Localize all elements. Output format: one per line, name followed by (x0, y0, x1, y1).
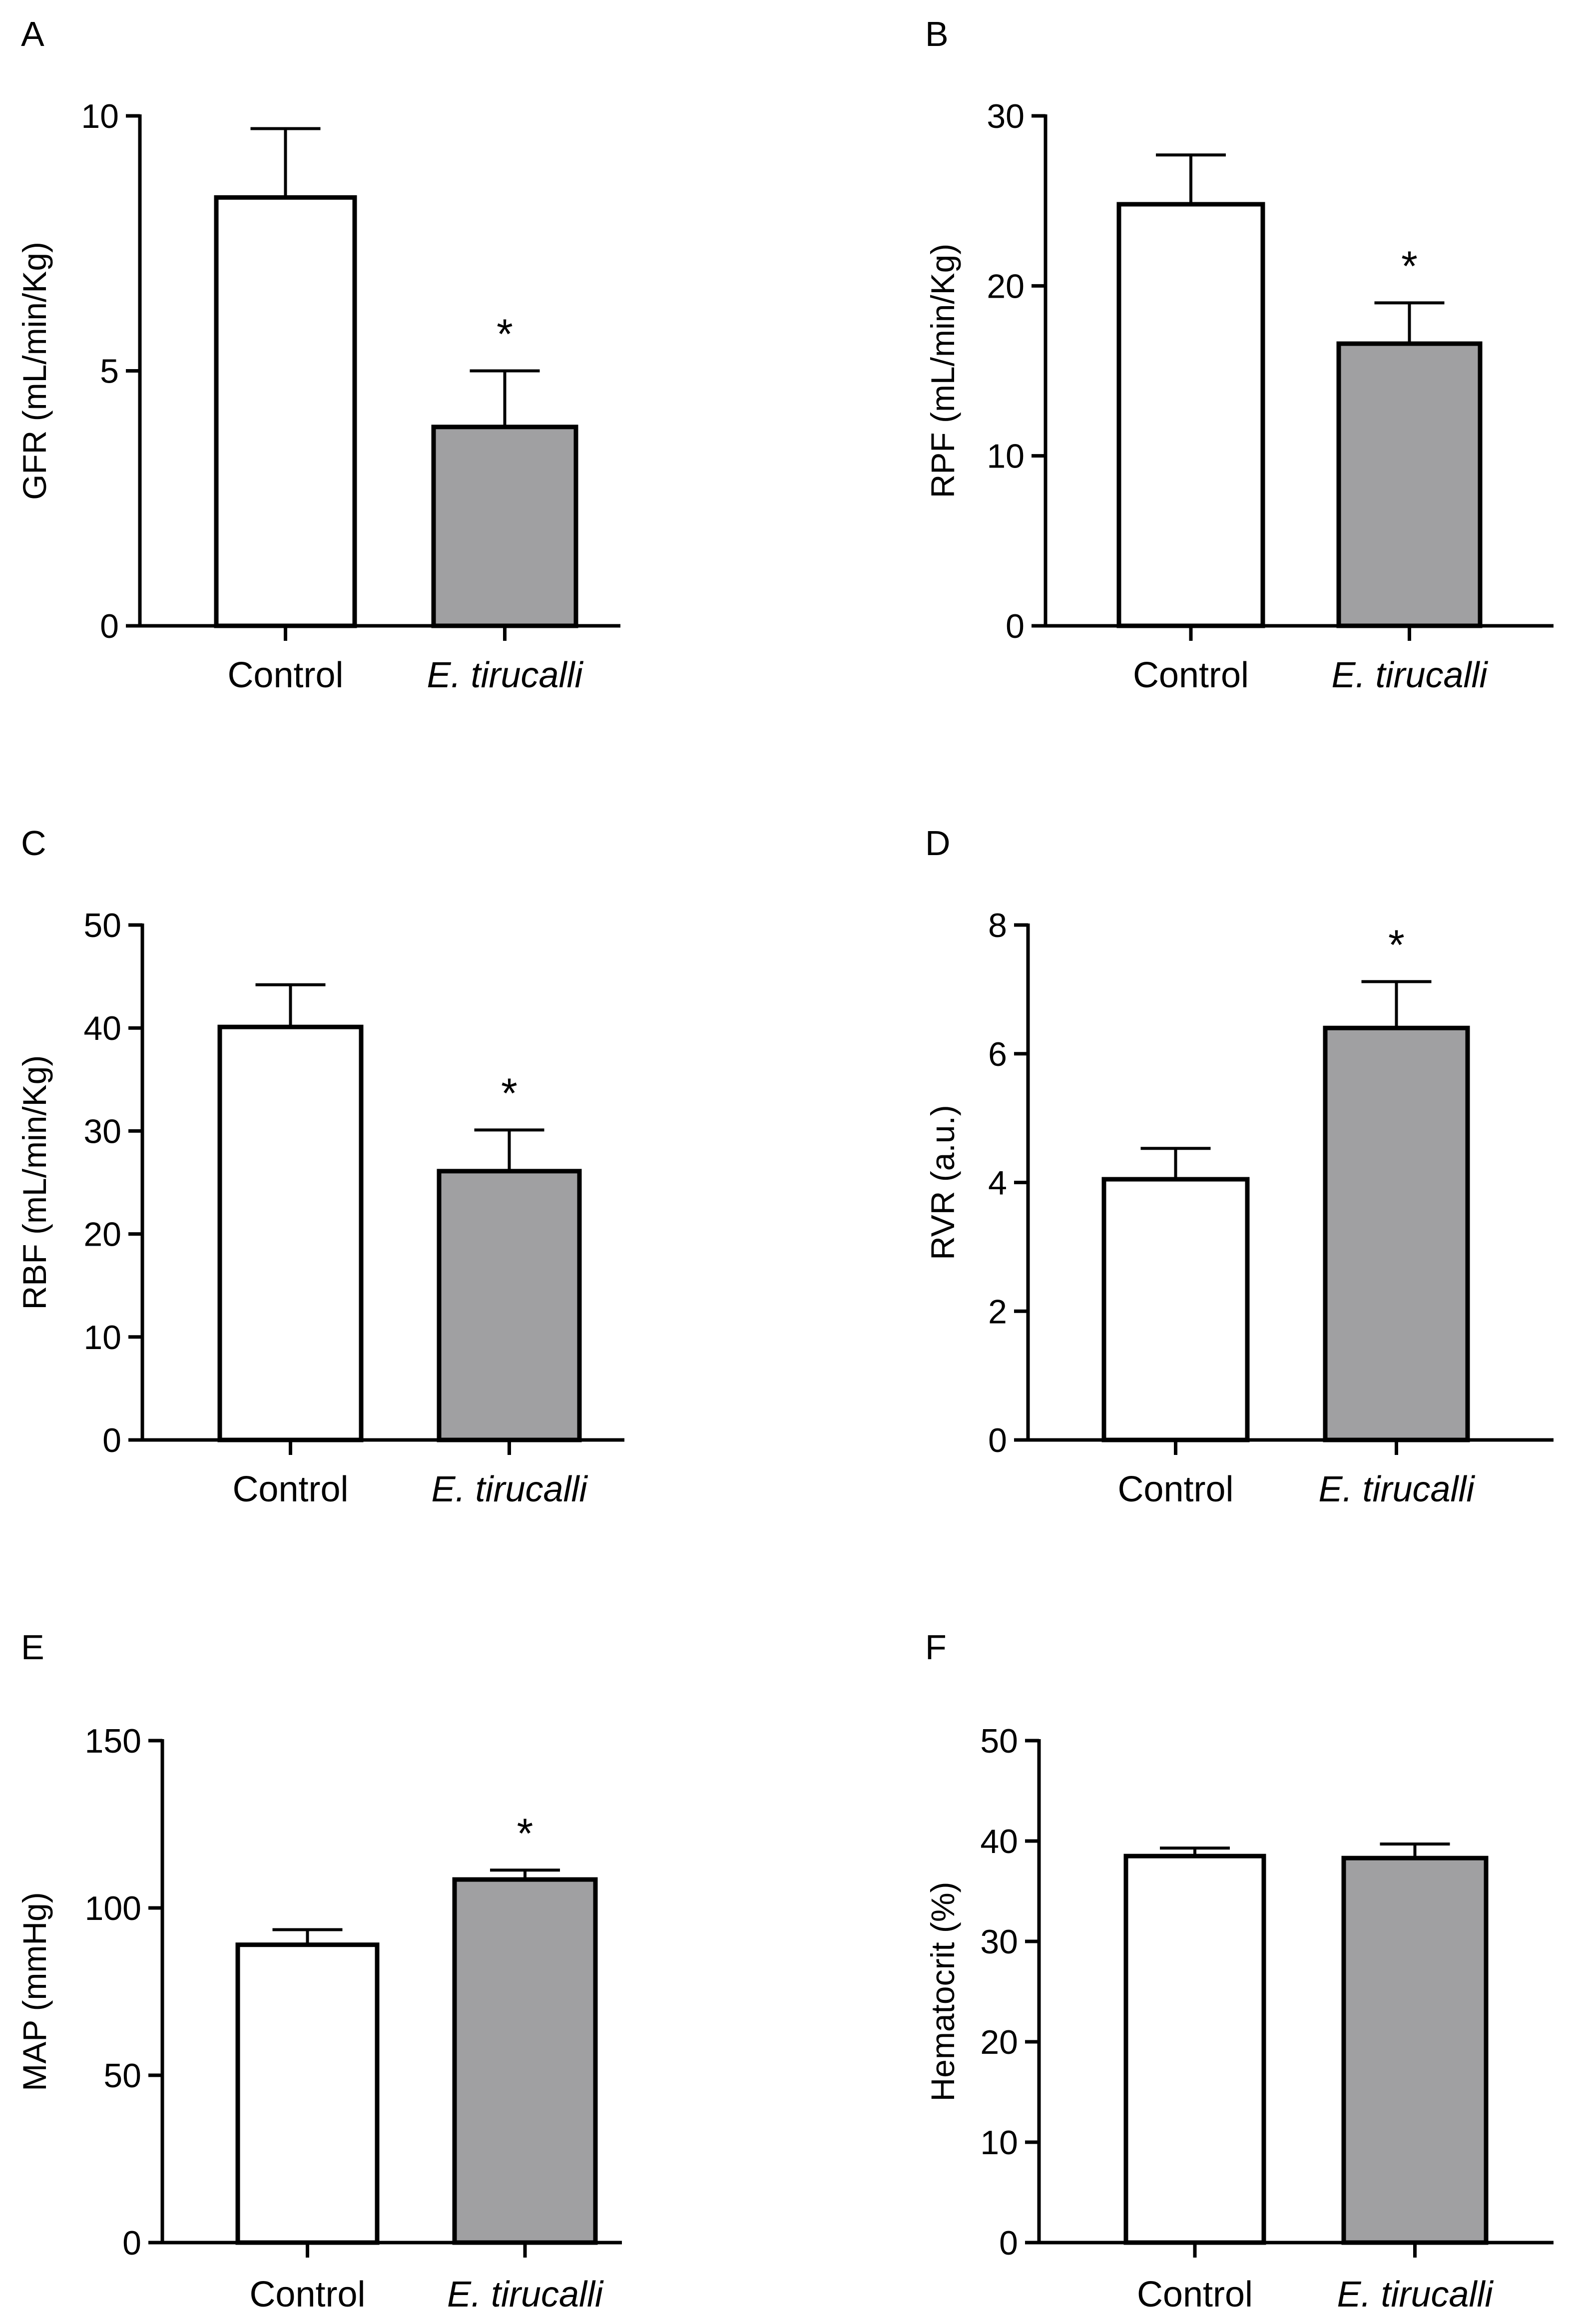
bar (1101, 1177, 1250, 1442)
panel-letter: B (925, 14, 949, 53)
x-category-label: E. tirucalli (447, 2275, 604, 2315)
bar (235, 1942, 380, 2245)
y-axis-title: RBF (mL/min/Kg) (16, 1055, 53, 1310)
panel-a: A 0 5 10 GFR (mL/min/Kg) Control E. tirucalli * (16, 14, 620, 695)
y-tick-label: 10 (81, 97, 119, 135)
y-tick-label: 2 (988, 1293, 1007, 1331)
y-tick-label: 0 (1006, 607, 1025, 645)
panel-letter: E (21, 1628, 44, 1667)
y-axis-title: Hematocrit (%) (924, 1881, 961, 2101)
bar (452, 1877, 598, 2245)
y-tick-label: 8 (988, 907, 1007, 944)
panel-f: F 0 10 20 30 40 50 Hematocrit (%) Control E. tiru… (924, 1628, 1554, 2315)
x-category-label: Control (1117, 1469, 1233, 1509)
panel-letter: C (21, 824, 46, 863)
y-tick-label: 30 (980, 1923, 1018, 1961)
bar (431, 425, 578, 628)
y-tick-label: 50 (103, 2057, 141, 2095)
y-tick-label: 20 (980, 2023, 1018, 2061)
y-axis-title: RPF (mL/min/Kg) (924, 244, 961, 498)
y-tick-label: 0 (100, 607, 119, 645)
panel-d: D 0 2 4 6 8 RVR (a.u.) Control E. tirucalli * (924, 824, 1554, 1509)
significance-marker: * (1388, 921, 1405, 968)
y-tick-label: 40 (980, 1823, 1018, 1860)
y-axis-title: GFR (mL/min/Kg) (16, 242, 53, 500)
y-tick-label: 50 (83, 907, 121, 944)
y-tick-label: 0 (122, 2224, 141, 2262)
panel-e: E 0 50 100 150 MAP (mmHg) Control E. tirucalli * (16, 1628, 622, 2315)
y-tick-label: 150 (85, 1722, 141, 1760)
y-tick-label: 20 (83, 1216, 121, 1254)
y-tick-label: 0 (999, 2224, 1018, 2262)
panel-c: C 0 10 20 30 40 50 RBF (mL/min/Kg) Control E. tir… (16, 824, 624, 1509)
bar (1323, 1025, 1470, 1442)
bar (1336, 341, 1483, 628)
panel-letter: F (925, 1628, 947, 1667)
panel-b: B 0 10 20 30 RPF (mL/min/Kg) Control E. tirucal… (924, 14, 1554, 695)
y-tick-label: 50 (980, 1722, 1018, 1760)
bar (214, 195, 357, 628)
significance-marker: * (497, 311, 513, 358)
x-category-label: E. tirucalli (1331, 655, 1488, 695)
y-tick-label: 100 (85, 1889, 141, 1927)
y-axis-title: RVR (a.u.) (924, 1105, 961, 1260)
x-category-label: Control (227, 655, 343, 695)
x-category-label: Control (1137, 2275, 1253, 2315)
y-tick-label: 40 (83, 1009, 121, 1047)
y-tick-label: 6 (988, 1035, 1007, 1073)
y-tick-label: 10 (980, 2124, 1018, 2162)
y-tick-label: 30 (83, 1112, 121, 1150)
y-axis-title: MAP (mmHg) (16, 1892, 53, 2091)
y-tick-label: 0 (988, 1421, 1007, 1459)
x-category-label: E. tirucalli (1318, 1469, 1475, 1509)
y-tick-label: 10 (987, 438, 1025, 475)
y-tick-label: 20 (987, 267, 1025, 305)
x-category-label: Control (1133, 655, 1249, 695)
significance-marker: * (1401, 242, 1418, 289)
bar (217, 1024, 364, 1442)
bar (1116, 202, 1265, 628)
panel-letter: D (925, 824, 951, 863)
x-category-label: Control (249, 2275, 365, 2315)
x-category-label: Control (232, 1469, 348, 1509)
bar (437, 1169, 582, 1442)
x-category-label: E. tirucalli (427, 655, 583, 695)
significance-marker: * (501, 1069, 518, 1116)
bar (1123, 1854, 1266, 2245)
y-tick-label: 30 (987, 97, 1025, 135)
panel-letter: A (21, 14, 44, 53)
y-tick-label: 10 (83, 1319, 121, 1357)
x-category-label: E. tirucalli (431, 1469, 588, 1509)
y-tick-label: 0 (102, 1421, 121, 1459)
y-tick-label: 5 (100, 353, 119, 391)
x-category-label: E. tirucalli (1337, 2275, 1494, 2315)
bar (1341, 1856, 1489, 2245)
significance-marker: * (517, 1810, 533, 1857)
y-tick-label: 4 (988, 1164, 1007, 1202)
